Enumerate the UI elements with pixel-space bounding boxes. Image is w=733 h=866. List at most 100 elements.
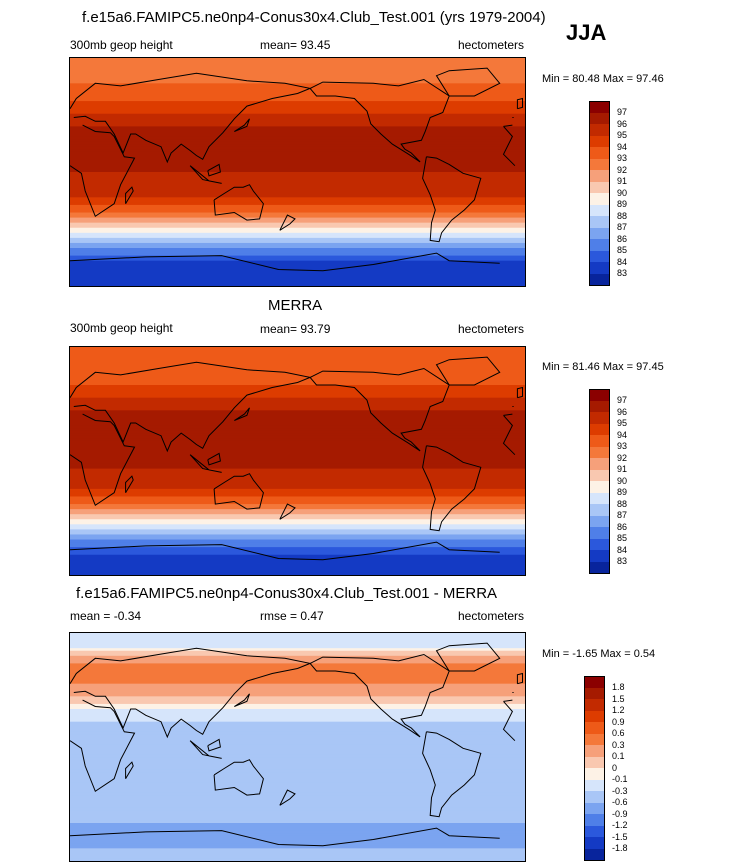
- contour-band: [70, 749, 525, 753]
- panel-2-left-label: 300mb geop height: [70, 321, 173, 335]
- contour-band: [70, 187, 525, 191]
- contour-band: [70, 116, 525, 120]
- contour-band: [70, 207, 525, 211]
- contour-band: [70, 473, 525, 477]
- colorbar-tick-label: 95: [617, 130, 628, 140]
- contour-band: [70, 855, 525, 860]
- coastline: [279, 214, 296, 231]
- contour-band: [70, 815, 525, 819]
- contour-band: [70, 407, 525, 411]
- contour-band: [70, 349, 525, 353]
- contour-band: [70, 767, 525, 771]
- colorbar-tick-label: 86: [617, 521, 628, 532]
- contour-band: [70, 433, 525, 437]
- contour-band: [70, 58, 525, 62]
- colorbar-swatch: [589, 273, 610, 286]
- contour-band: [70, 192, 525, 196]
- contour-band: [70, 552, 525, 556]
- contour-band: [70, 222, 525, 226]
- contour-band: [70, 762, 525, 766]
- contour-band: [70, 402, 525, 406]
- contour-band: [70, 450, 525, 454]
- coastline: [422, 445, 482, 532]
- colorbar-swatch: [584, 848, 605, 861]
- contour-band: [70, 260, 525, 264]
- contour-band: [70, 640, 525, 644]
- colorbar-tick-label: 0: [612, 762, 618, 773]
- contour-band: [70, 169, 525, 173]
- contour-band: [70, 833, 525, 837]
- contour-band: [70, 747, 525, 751]
- contour-band: [70, 658, 525, 662]
- contour-band: [70, 428, 525, 432]
- contour-band: [70, 526, 525, 530]
- contour-band: [70, 382, 525, 386]
- colorbar-swatch: [589, 446, 610, 459]
- contour-band: [70, 217, 525, 221]
- contour-band: [70, 736, 525, 740]
- contour-band: [70, 144, 525, 148]
- contour-band: [70, 232, 525, 236]
- contour-band: [70, 703, 525, 708]
- contour-band: [70, 265, 525, 269]
- contour-band: [70, 253, 525, 257]
- colorbar-tick-label: 0.9: [612, 716, 625, 727]
- colorbar-tick-label: 92: [617, 164, 628, 175]
- panel-2-minmax: Min = 81.46 Max = 97.45: [542, 361, 664, 373]
- contour-band: [70, 354, 525, 358]
- contour-band: [70, 425, 525, 429]
- colorbar-tick-label: 92: [617, 452, 628, 463]
- contour-band: [70, 676, 525, 680]
- contour-band: [70, 499, 525, 503]
- panel-2-colorbar: 97 96 95 94 93 92 91 90 89 88 87 86 85 84 83: [589, 389, 649, 574]
- contour-band: [70, 443, 525, 447]
- contour-band: [70, 848, 525, 852]
- contour-band: [70, 395, 525, 399]
- contour-band: [70, 128, 525, 133]
- contour-band: [70, 759, 525, 763]
- contour-band: [70, 693, 525, 697]
- coastline: [70, 699, 136, 793]
- contour-band: [70, 423, 525, 427]
- colorbar-tick-label: 83: [617, 556, 628, 566]
- contour-band: [70, 850, 525, 854]
- panel-3-map: [69, 632, 526, 862]
- contour-band: [70, 283, 525, 286]
- contour-band: [70, 471, 525, 475]
- contour-band: [70, 825, 525, 829]
- contour-band: [70, 754, 525, 758]
- colorbar-swatch: [589, 515, 610, 528]
- contour-band: [70, 539, 525, 543]
- contour-band: [70, 177, 525, 181]
- contour-band: [70, 739, 525, 743]
- coastline: [516, 97, 523, 110]
- colorbar-swatch: [584, 768, 605, 780]
- contour-band: [70, 278, 525, 282]
- contour-band: [70, 663, 525, 667]
- contour-band: [70, 387, 525, 391]
- contour-band: [70, 537, 525, 541]
- contour-band: [70, 139, 525, 143]
- contour-band: [70, 564, 525, 568]
- colorbar-tick-label: 85: [617, 245, 628, 255]
- contour-band: [70, 554, 525, 558]
- colorbar-tick-label: -0.3: [612, 785, 628, 796]
- panel-1-units: hectometers: [458, 38, 525, 52]
- contour-band: [70, 524, 525, 528]
- contour-band: [70, 823, 525, 827]
- contour-band: [70, 853, 525, 857]
- coastline: [234, 693, 250, 707]
- contour-band: [70, 716, 525, 720]
- contour-band: [70, 113, 525, 117]
- coastline: [435, 67, 501, 97]
- contour-band: [70, 549, 525, 553]
- contour-band: [70, 156, 525, 160]
- contour-band: [70, 858, 525, 861]
- contour-band: [70, 455, 525, 460]
- contour-band: [70, 714, 525, 718]
- contour-band: [70, 98, 525, 102]
- contour-band: [70, 544, 525, 548]
- contour-band: [70, 807, 525, 811]
- colorbar-tick-label: 90: [617, 475, 628, 486]
- colorbar-tick-label: 1.5: [612, 693, 625, 704]
